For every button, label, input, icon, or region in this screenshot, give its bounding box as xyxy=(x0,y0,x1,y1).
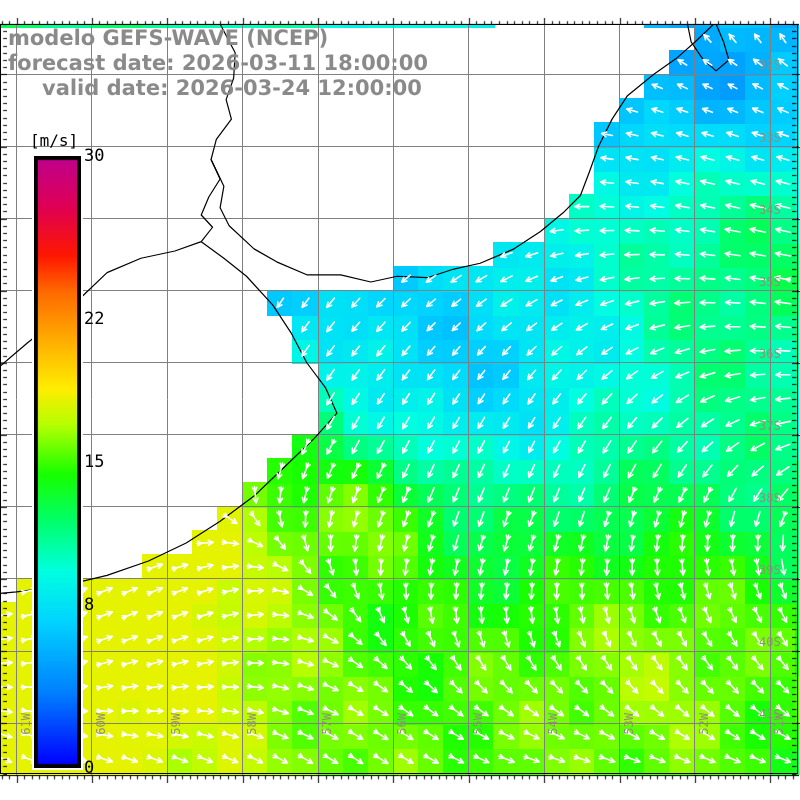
colorbar-tick-22: 22 xyxy=(84,309,105,330)
map-plot-area[interactable] xyxy=(0,24,799,775)
colorbar-unit-label: [m/s] xyxy=(30,131,79,150)
colorbar-tick-0: 0 xyxy=(84,758,95,778)
colorbar-tick-15: 15 xyxy=(84,452,105,472)
bottom-ruler-ticks xyxy=(0,775,799,783)
colorbar-tick-8: 8 xyxy=(84,594,95,615)
colorbar-gradient[interactable] xyxy=(34,156,81,768)
colorbar[interactable] xyxy=(34,156,81,768)
wind-speed-heatmap-canvas[interactable] xyxy=(0,24,799,775)
colorbar-outer-border xyxy=(32,154,83,770)
colorbar-tick-30: 30 xyxy=(84,146,105,166)
